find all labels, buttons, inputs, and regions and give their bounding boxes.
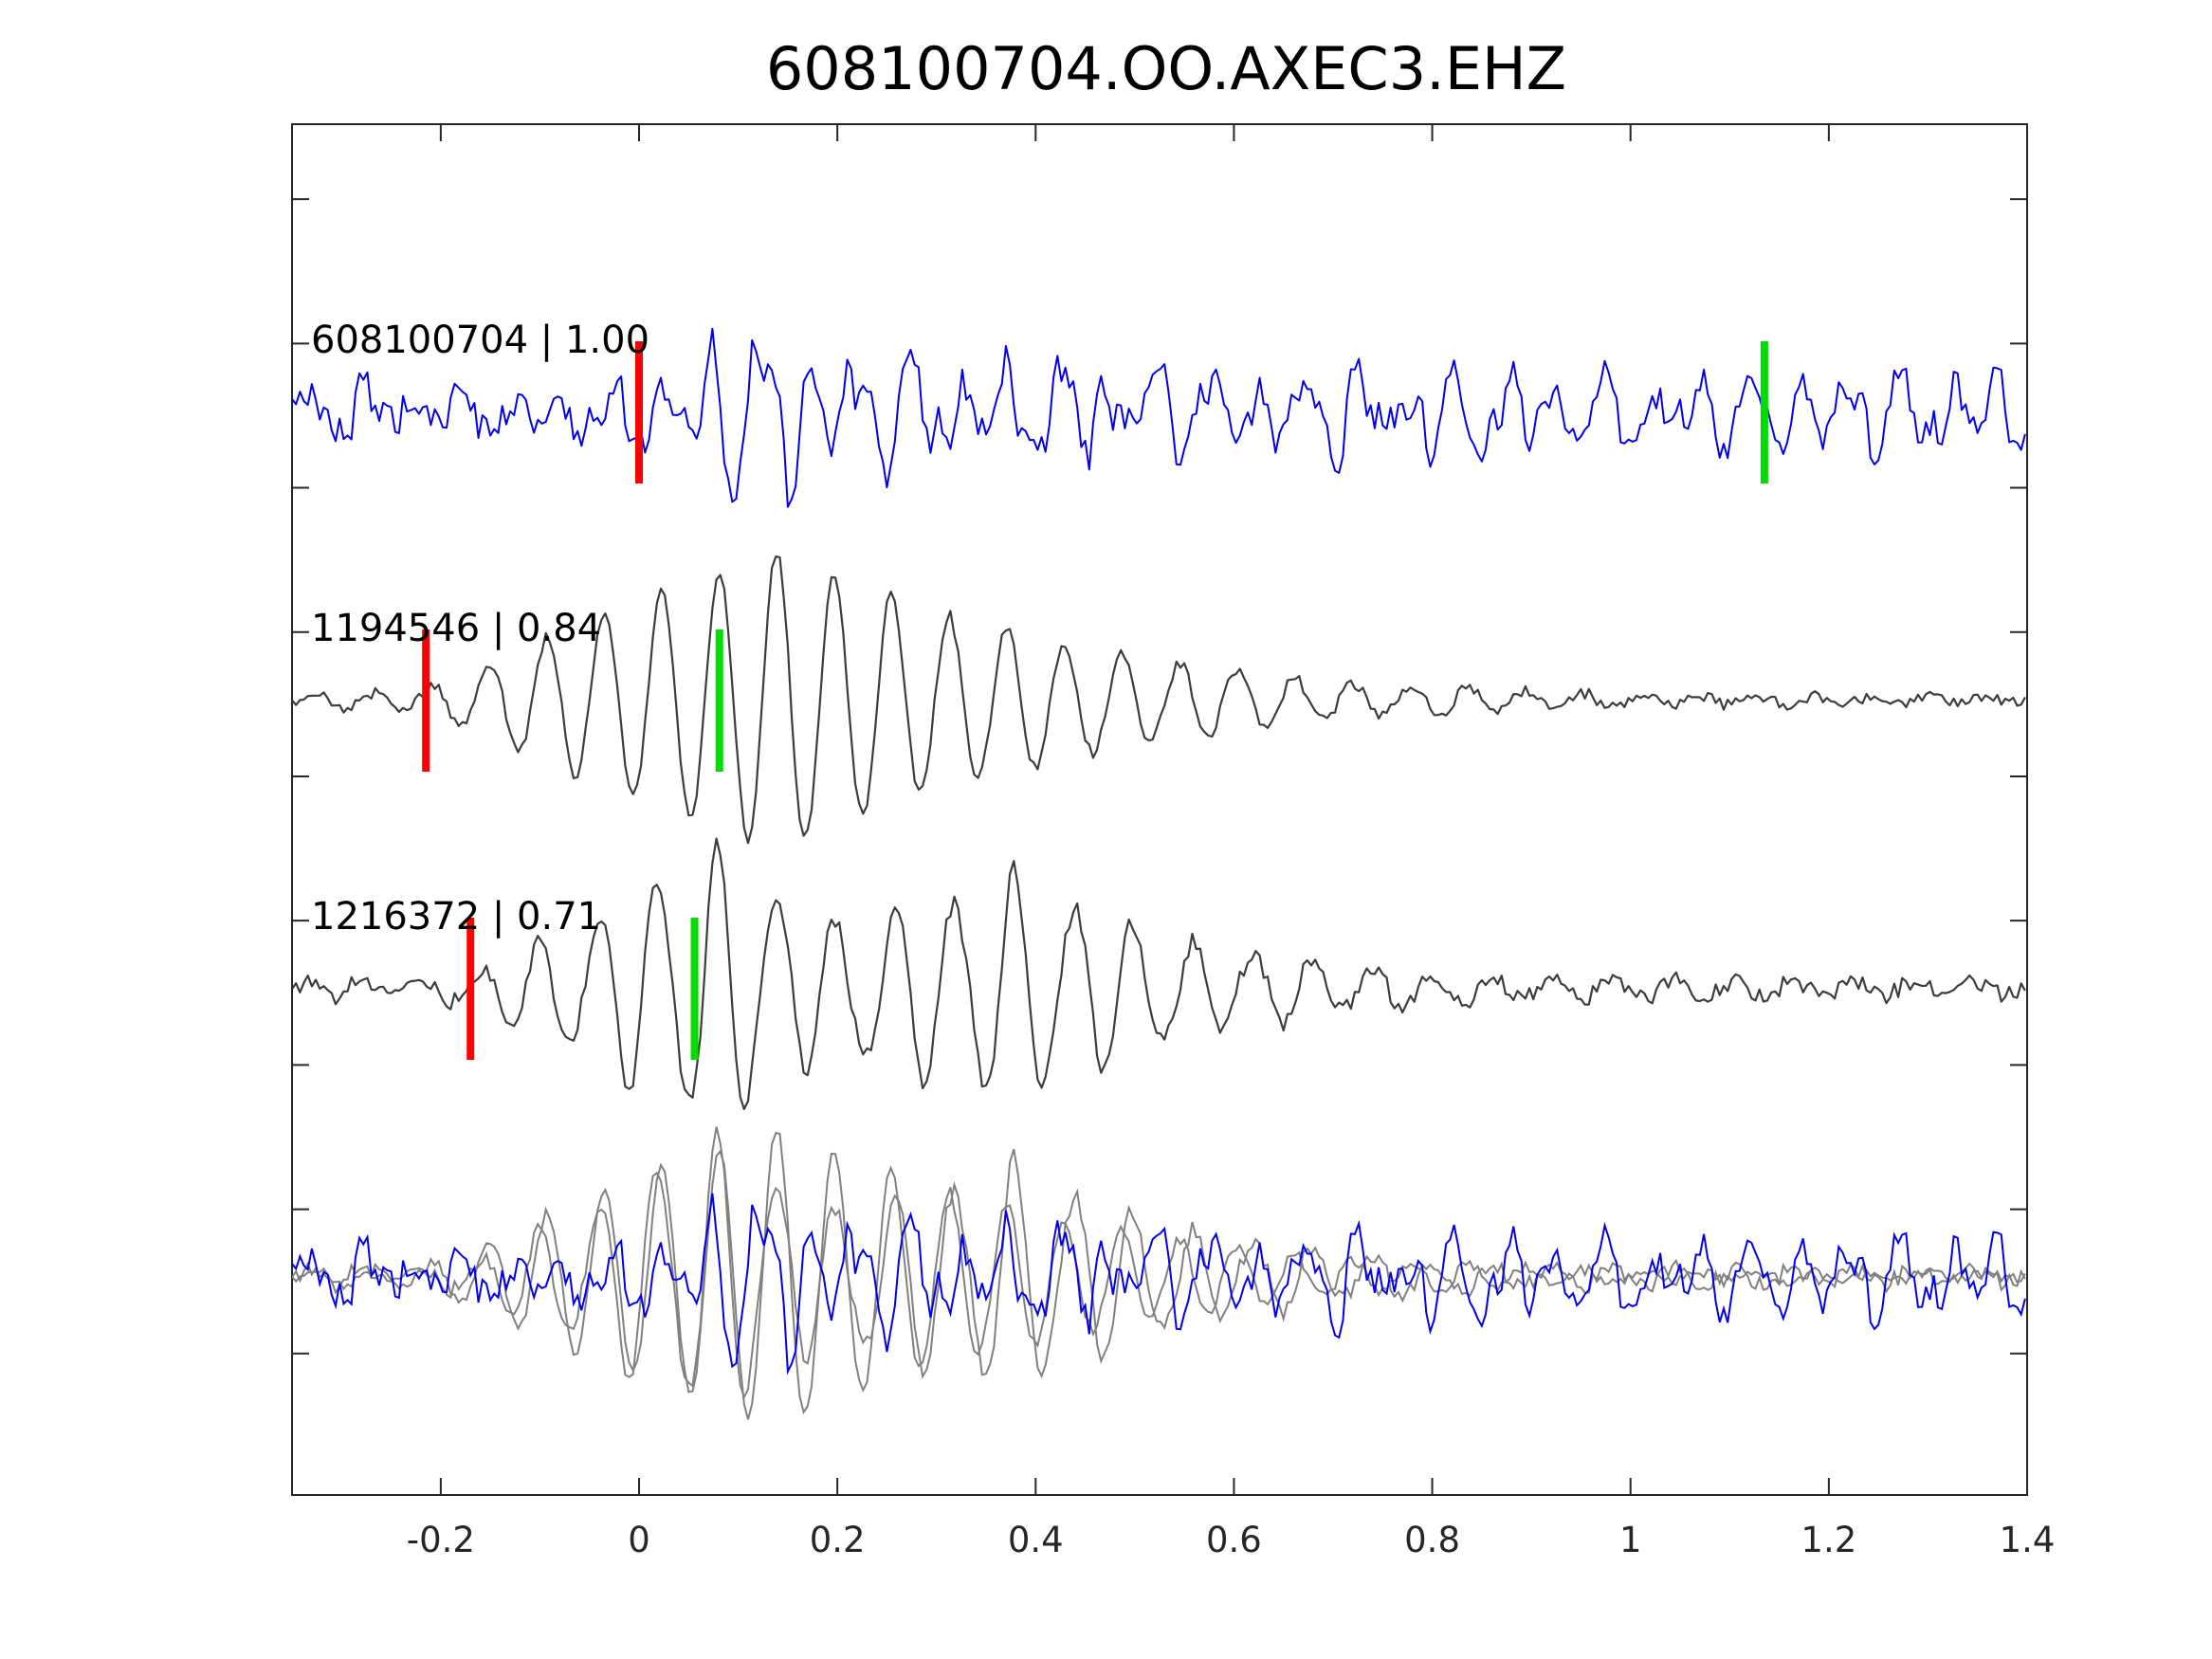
trace-label-1216372: 1216372 | 0.71 (311, 895, 601, 939)
trace-label-608100704: 608100704 | 1.00 (311, 319, 649, 362)
x-axis-ticks: -0.2 0 0.2 0.4 0.6 0.8 1 1.2 1.4 (407, 124, 2056, 1560)
trace-1194546-line (292, 555, 2026, 845)
trace-1216372-line (292, 837, 2026, 1110)
overlay-template-1194546-line (292, 1131, 2026, 1420)
traces-group (292, 327, 2026, 1110)
x-tick-label: 0.4 (1008, 1520, 1064, 1560)
x-tick-label: 1.2 (1801, 1520, 1856, 1560)
y-axis-ticks (292, 198, 2027, 1355)
x-tick-label: 0.2 (810, 1520, 866, 1560)
overlay-event-line (292, 1193, 2026, 1376)
chart-title: 608100704.OO.AXEC3.EHZ (766, 34, 1566, 103)
overlay-template-1216372-line (292, 1126, 2026, 1400)
x-tick-label: 0 (628, 1520, 650, 1560)
x-tick-label: -0.2 (407, 1520, 475, 1560)
x-tick-label: 0.8 (1404, 1520, 1460, 1560)
plot-area: -0.2 0 0.2 0.4 0.6 0.8 1 1.2 1.4 608100704 | 1.0… (291, 123, 2056, 1560)
x-tick-label: 1.4 (2000, 1520, 2056, 1560)
axes-box (291, 123, 2028, 1496)
pick-markers (422, 341, 1768, 1060)
trace-label-1194546: 1194546 | 0.84 (311, 607, 601, 650)
overlay-stack (292, 1126, 2026, 1420)
x-tick-label: 0.6 (1206, 1520, 1262, 1560)
trace-labels: 608100704 | 1.00 1194546 | 0.84 1216372 | … (311, 319, 649, 939)
trace-608100704-line (292, 327, 2026, 508)
x-tick-label: 1 (1619, 1520, 1642, 1560)
